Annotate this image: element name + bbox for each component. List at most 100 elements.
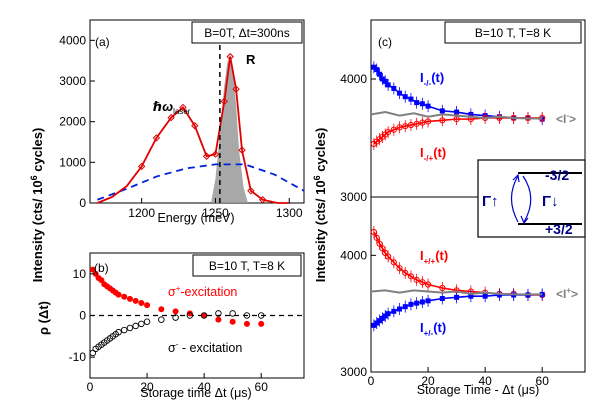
peak-r-label: R <box>246 52 256 67</box>
panel-b-x-ticks: 0 20 40 60 <box>87 373 269 394</box>
sigma-plus-point <box>144 302 151 309</box>
sigma-plus-legend: σ+-excitation <box>168 284 237 299</box>
label-mean-i-plus-main: <I <box>556 287 566 301</box>
left-y-axis-title-main: Intensity (cts/ 10 <box>30 180 45 282</box>
intensity-point <box>402 94 408 100</box>
rate-down-arrowhead <box>520 215 529 225</box>
panel-a-x-tick-label: 1200 <box>128 206 155 220</box>
sigma-plus-point <box>138 300 145 306</box>
panel-a: (a) B=0T, Δt=300ns R ℏωlaser Energy (meV… <box>59 19 305 225</box>
panel-a-plot-area <box>97 52 305 204</box>
intensity-point <box>468 293 474 299</box>
sigma-plus-point <box>243 320 250 327</box>
spectrum-point <box>238 146 246 154</box>
intensity-point <box>413 276 420 283</box>
panel-b-x-tick-label: 40 <box>197 380 211 394</box>
rate-up-label: Γ↑ <box>482 193 499 210</box>
sigma-plus-point <box>121 293 128 300</box>
intensity-point <box>382 78 388 84</box>
panel-a-y-ticks: 0 1000 2000 3000 4000 <box>59 33 95 210</box>
label-mean-i-minus: <I-> <box>556 111 576 126</box>
right-y-axis-title-sup: 6 <box>312 175 322 180</box>
spectrum-point <box>179 103 187 112</box>
intensity-point <box>382 313 388 319</box>
left-y-axis-title-sup: 6 <box>29 175 39 180</box>
sigma-minus-symbol: σ <box>168 341 176 355</box>
lower-level-label: +3/2 <box>545 221 573 237</box>
panel-b-header: B=10 T, T=8 K <box>209 259 285 273</box>
intensity-point <box>402 269 409 276</box>
filled-peak-area <box>211 54 248 203</box>
intensity-point <box>439 117 446 124</box>
sigma-minus-point <box>172 314 179 321</box>
intensity-point <box>377 71 383 77</box>
panel-b-y-tick-label: 10 <box>73 267 87 281</box>
label-i-plus-minus: I+/-(t) <box>420 320 446 338</box>
panel-a-y-tick-label: 0 <box>79 196 86 210</box>
label-i-minus-plus-sub: -/+ <box>424 154 434 163</box>
sigma-plus-point <box>229 318 236 325</box>
panel-c: (c) B=10 T, T=8 K I-/-(t) I -/+ (t) <I-> I… <box>340 19 586 397</box>
sigma-plus-point <box>215 316 222 323</box>
panel-b-header-box: B=10 T, T=8 K <box>192 254 302 277</box>
sigma-minus-point <box>126 324 134 332</box>
intensity-point <box>396 265 403 272</box>
intensity-point <box>407 273 415 280</box>
intensity-point <box>414 100 420 106</box>
intensity-point <box>402 304 408 310</box>
intensity-point <box>385 311 391 317</box>
label-i-minus-minus-tail: (t) <box>431 70 444 85</box>
intensity-point <box>419 101 425 107</box>
panel-a-x-tick-label: 1300 <box>276 206 303 220</box>
intensity-point <box>439 284 446 292</box>
label-mean-i-plus: <I+> <box>556 286 578 301</box>
label-mean-i-plus-tail: > <box>571 287 578 301</box>
sigma-plus-point <box>258 320 265 327</box>
intensity-point <box>397 90 403 96</box>
intensity-point <box>414 300 420 306</box>
intensity-point <box>385 129 392 136</box>
left-y-axis-title: Intensity (cts/ 106 cycles) <box>29 128 45 283</box>
sigma-plus-point <box>186 310 193 317</box>
intensity-point <box>385 253 392 260</box>
panel-c-xlabel: Storage Time - Δt (μs) <box>417 383 540 397</box>
label-i-plus-plus-sub: +/+ <box>424 257 436 266</box>
panel-c-header-box: B=10 T, T=8 K <box>444 21 582 44</box>
spectrum-point <box>226 52 234 61</box>
spectrum-point <box>137 162 146 171</box>
sigma-minus-point <box>243 312 251 319</box>
laser-symbol-label: ℏωlaser <box>153 99 191 116</box>
label-i-minus-minus: I-/-(t) <box>420 70 444 88</box>
energy-level-inset: -3/2 +3/2 Γ↑ Γ↓ <box>477 159 586 238</box>
sigma-minus-point <box>200 312 208 319</box>
right-y-axis-title-main: Intensity (cts/ 10 <box>313 180 328 282</box>
panel-a-x-tick-label: 1250 <box>202 206 229 220</box>
panel-b-plot-area <box>89 266 304 357</box>
left-y-axis-title-tail: cycles) <box>30 128 45 176</box>
upper-level-label: -3/2 <box>545 167 569 183</box>
sigma-plus-sup: + <box>176 284 181 293</box>
intensity-point <box>408 96 414 102</box>
mean-intensity-line <box>370 289 543 296</box>
sigma-minus-text: - excitation <box>178 341 242 355</box>
decay-fit-line <box>373 231 543 296</box>
panel-b-label: (b) <box>94 261 109 275</box>
label-mean-i-minus-main: <I <box>556 112 566 126</box>
intensity-point <box>424 118 432 125</box>
panel-a-y-tick-label: 1000 <box>59 155 86 169</box>
intensity-point <box>396 124 403 131</box>
panel-c-label: (c) <box>378 35 392 49</box>
panel-b-y-tick-label: -10 <box>69 350 87 364</box>
intensity-point <box>390 126 397 133</box>
panel-c-y-tick-label: 3000 <box>340 190 367 204</box>
intensity-point <box>402 123 409 130</box>
panel-a-header: B=0T, Δt=300ns <box>204 26 289 40</box>
label-i-minus-minus-main: I <box>420 70 424 85</box>
intensity-point <box>397 306 403 312</box>
panel-c-y-ticks: 3000 4000 3000 4000 <box>340 72 376 379</box>
broad-background-curve <box>97 163 305 201</box>
intensity-point <box>391 85 397 91</box>
sigma-plus-point <box>115 291 122 298</box>
sigma-minus-point <box>138 320 145 328</box>
panel-b-x-tick-label: 60 <box>255 380 269 394</box>
